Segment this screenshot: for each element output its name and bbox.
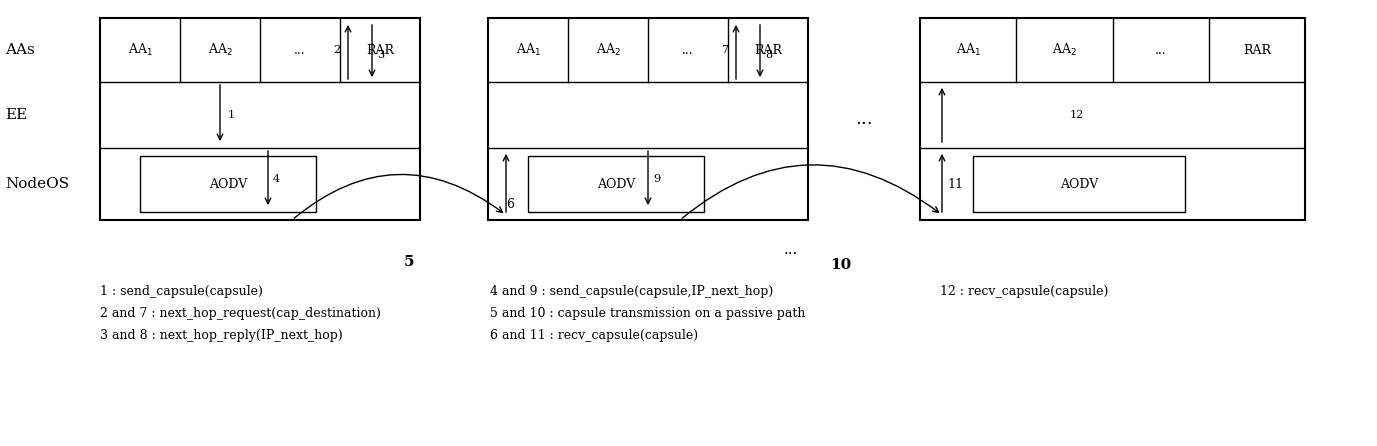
Bar [101,18,420,220]
Text: ...: ... [682,44,694,57]
Text: AA$_2$: AA$_2$ [596,42,621,58]
Text: 6: 6 [505,198,514,211]
Bar [487,18,808,220]
Text: ...: ... [295,44,306,57]
Bar [974,156,1184,212]
Text: RAR: RAR [1243,44,1271,57]
Text: 11: 11 [947,178,963,190]
Text: AA$_1$: AA$_1$ [515,42,541,58]
Text: EE: EE [6,108,28,122]
Text: ...: ... [784,243,799,257]
Text: 1: 1 [229,110,235,120]
Text: 6 and 11 : recv_capsule(capsule): 6 and 11 : recv_capsule(capsule) [490,329,698,342]
Text: 2: 2 [333,45,340,55]
Text: 9: 9 [653,174,660,184]
Text: 3 and 8 : next_hop_reply(IP_next_hop): 3 and 8 : next_hop_reply(IP_next_hop) [101,329,343,342]
Bar [920,18,1305,220]
Text: 12: 12 [1070,110,1084,120]
Text: 3: 3 [377,50,384,60]
Text: AODV: AODV [1060,178,1097,190]
Text: 7: 7 [722,45,728,55]
Text: AA$_2$: AA$_2$ [208,42,233,58]
Text: 5 and 10 : capsule transmission on a passive path: 5 and 10 : capsule transmission on a pas… [490,307,806,320]
Text: 10: 10 [830,258,851,272]
Text: 2 and 7 : next_hop_request(cap_destination): 2 and 7 : next_hop_request(cap_destinati… [101,307,381,320]
Text: ...: ... [855,110,873,128]
Text: AAs: AAs [6,43,34,57]
Text: ...: ... [1155,44,1166,57]
Text: NodeOS: NodeOS [6,177,69,191]
Text: AODV: AODV [209,178,246,190]
Bar [527,156,704,212]
Text: 4: 4 [273,174,280,184]
Text: 1 : send_capsule(capsule): 1 : send_capsule(capsule) [101,285,263,298]
Text: 4 and 9 : send_capsule(capsule,IP_next_hop): 4 and 9 : send_capsule(capsule,IP_next_h… [490,285,774,298]
Text: RAR: RAR [755,44,782,57]
Bar [140,156,315,212]
Text: 5: 5 [403,255,414,269]
Text: AA$_1$: AA$_1$ [128,42,153,58]
Text: 12 : recv_capsule(capsule): 12 : recv_capsule(capsule) [940,285,1108,298]
Text: RAR: RAR [366,44,394,57]
Text: 8: 8 [766,50,772,60]
Text: AA$_1$: AA$_1$ [956,42,980,58]
Text: AODV: AODV [596,178,635,190]
Text: AA$_2$: AA$_2$ [1052,42,1077,58]
